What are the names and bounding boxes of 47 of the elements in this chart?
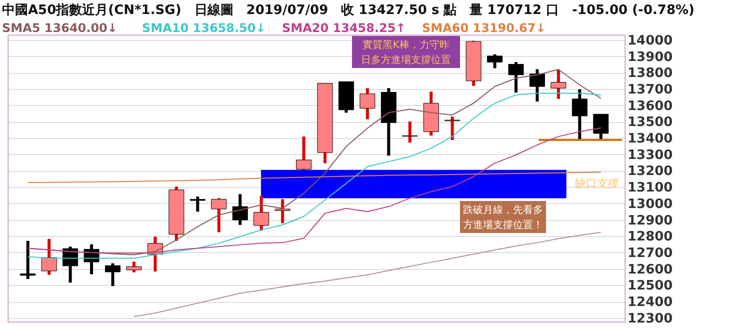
- y-tick-label: 13500: [628, 115, 673, 130]
- y-tick-label: 13900: [628, 50, 673, 65]
- chart-title: 中國A50指數近月(CN*1.SG) 日線圖 2019/07/09 收 13427.50 s 點 量 170712 口 -105.00 (-0.78%): [2, 2, 694, 18]
- y-tick-label: 12800: [628, 230, 673, 245]
- candlestick: [296, 136, 312, 170]
- y-tick-label: 14000: [628, 33, 673, 48]
- y-tick-label: 13800: [628, 66, 673, 82]
- candlestick: [593, 114, 609, 140]
- y-tick-label: 13200: [628, 164, 673, 180]
- candlestick: [274, 199, 290, 224]
- y-tick-label: 13100: [628, 180, 673, 196]
- y-tick-label: 13400: [628, 132, 673, 147]
- candlestick: [105, 263, 120, 286]
- y-tick-label: 13600: [628, 98, 673, 114]
- candlestick: [402, 122, 418, 143]
- y-tick-label: 12300: [628, 311, 673, 326]
- candlestick: [190, 196, 206, 212]
- y-tick-label: 13700: [628, 82, 673, 98]
- text: SMA5 13640.00↓: [2, 21, 118, 35]
- candlestick: [20, 240, 36, 279]
- candlestick: [508, 62, 524, 93]
- text: SMA10 13658.50↓: [142, 21, 266, 35]
- y-tick-label: 13000: [628, 196, 673, 212]
- candlestick: [529, 69, 545, 102]
- y-tick-label: 12400: [628, 295, 673, 310]
- y-tick-label: 13300: [628, 148, 673, 163]
- candlestick: [254, 196, 270, 231]
- candlestick: [360, 88, 376, 120]
- band-label: 缺口支撐: [575, 177, 620, 190]
- line-series: [133, 232, 602, 318]
- y-tick-label: 12900: [628, 213, 673, 228]
- candlestick: [126, 262, 142, 272]
- annotation: 實質黑K棒，力守昨日多方進場支撐位置: [361, 39, 451, 66]
- candlestick: [211, 198, 227, 232]
- candlestick: [444, 116, 460, 140]
- candlestick: [41, 238, 57, 275]
- candlestick: [232, 194, 248, 225]
- annotation: 跌破月線，先看多方進場支撐位置！: [463, 204, 543, 231]
- text: SMA20 13458.25↑: [282, 21, 406, 35]
- text: SMA60 13190.67↓: [422, 21, 546, 35]
- candlestick: [550, 70, 566, 99]
- candlestick: [487, 54, 503, 68]
- y-tick-label: 12600: [628, 262, 673, 278]
- y-tick-label: 12700: [628, 246, 673, 261]
- candlestick: [572, 89, 588, 140]
- candlestick: [62, 246, 78, 283]
- y-tick-label: 12500: [628, 278, 673, 294]
